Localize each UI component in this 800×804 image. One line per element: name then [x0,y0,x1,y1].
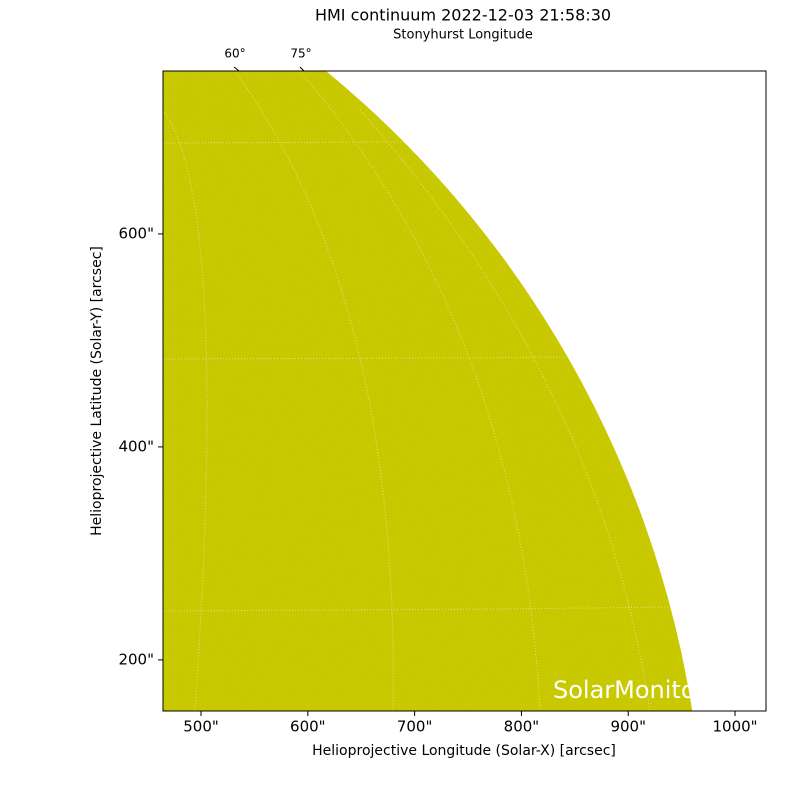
y-tick-label: 400" [118,437,154,455]
plot-frame [162,70,767,712]
x-tick-label: 500" [183,718,219,736]
top-tick [299,66,305,72]
x-tick-label: 800" [504,718,540,736]
image-area: SolarMonitor [163,71,706,711]
x-tick-label: 1000" [712,718,757,736]
y-axis-label: Helioprojective Latitude (Solar-Y) [arcs… [89,246,105,536]
x-tick-label: 900" [610,718,646,736]
y-tick-label: 200" [118,650,154,668]
top-tick-label: 60° [224,47,245,61]
chart-title: HMI continuum 2022-12-03 21:58:30 [315,6,611,25]
x-axis-label: Helioprojective Longitude (Solar-X) [arc… [312,743,616,759]
top-tick [233,66,240,72]
y-tick-label: 600" [118,224,154,242]
coordinate-grid [163,71,671,711]
x-tick-label: 700" [397,718,433,736]
watermark: SolarMonitor [553,676,706,704]
granulation [163,71,705,711]
top-axis-label: Stonyhurst Longitude [393,28,533,43]
x-tick-label: 600" [290,718,326,736]
top-tick-label: 75° [290,47,311,61]
